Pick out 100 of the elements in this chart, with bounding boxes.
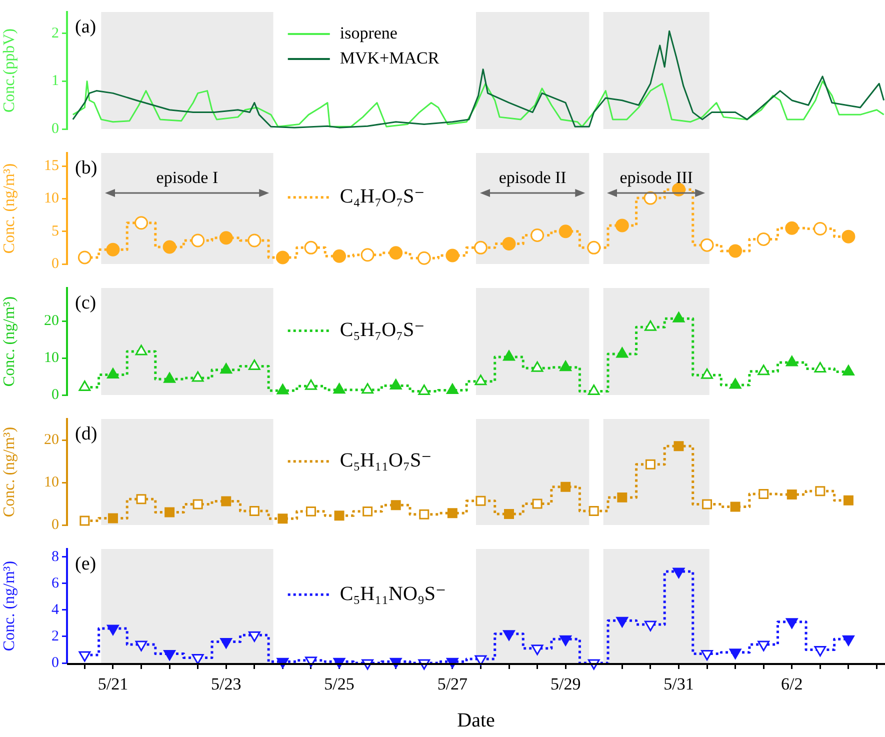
point [531,361,544,372]
point [560,635,572,646]
point [333,383,346,394]
point [192,371,204,382]
x-tick-label: 5/29 [550,674,581,694]
point [701,368,713,379]
point [617,492,628,502]
y-tick-label: 10 [44,350,59,366]
legend-label: C₅H₇O₇S⁻ [340,319,425,342]
point [78,250,92,264]
point [389,246,403,260]
point [446,248,460,262]
point [417,251,431,265]
band-label: episode II [498,168,567,187]
point [474,240,488,254]
y-tick-label: 15 [44,158,59,174]
annotation: (d) [75,423,98,444]
y-tick-label: 0 [52,386,59,403]
y-tick-label: 20 [44,313,59,330]
point [786,618,798,629]
x-tick-label: 6/2 [781,674,803,694]
point [672,568,685,578]
point [814,646,826,656]
point [360,248,374,262]
point [758,489,769,500]
legend-label: MVK+MACR [340,48,440,68]
point [134,216,148,230]
point [587,240,601,254]
point [191,234,205,248]
y-axis-title: Conc. (ng/m³) [0,163,18,254]
point [644,191,658,205]
y-tick-label: 10 [44,474,59,491]
point [645,459,656,470]
point [644,320,656,331]
point [135,640,148,652]
point [531,644,544,656]
point [842,365,854,376]
point [362,506,373,516]
point [107,368,119,378]
legend-label: C₅H₁₁NO₉S⁻ [340,582,446,605]
point [276,658,289,668]
point [842,635,854,646]
point [560,482,571,492]
point [78,651,91,662]
point [221,496,232,506]
point [418,384,430,396]
y-axis-title: Conc. (ng/m³) [0,426,18,518]
point [756,232,770,246]
legend-label: isoprene [340,23,398,42]
point [674,441,684,452]
point [164,507,175,518]
annotation: (e) [75,553,96,574]
point [843,495,854,506]
point [815,486,826,496]
point [192,499,203,510]
y-tick-label: 4 [52,602,60,618]
y-tick-label: 6 [52,575,60,592]
y-tick-label: 8 [52,548,59,565]
annotation: (b) [75,157,98,178]
point [814,362,826,373]
point [334,510,344,521]
y-axis-title: Conc. (ng/m³) [0,296,18,387]
point [249,506,260,516]
point [502,237,516,251]
point [758,364,770,376]
point [248,359,260,370]
point [192,654,204,664]
point [447,508,458,518]
y-tick-label: 2 [52,25,59,42]
band-label: episode I [156,168,218,187]
y-tick-label: 0 [52,654,59,671]
point [728,244,742,258]
point [220,363,232,374]
point [220,638,232,649]
point [219,231,233,245]
y-tick-label: 1 [52,73,59,90]
point [702,499,712,510]
y-tick-label: 0 [52,120,59,137]
legend-label: C₄H₇O₇S⁻ [340,186,425,208]
point [248,631,260,642]
x-tick-label: 5/21 [98,674,128,694]
point [474,374,487,386]
point [616,347,628,358]
y-tick-label: 0 [52,256,59,272]
point [615,218,629,232]
point [106,242,120,256]
x-tick-label: 5/23 [211,674,242,694]
y-axis-title: Conc.(ppbV) [0,28,18,112]
point [503,350,515,361]
y-axis-title: Conc. (ng/m³) [0,560,18,652]
point [107,624,119,636]
point [333,658,346,668]
point [700,238,714,252]
point [276,250,290,264]
point [758,640,770,652]
point [304,240,318,254]
point [644,620,656,632]
annotation: (c) [75,292,96,314]
point [390,500,401,510]
point [530,228,544,242]
